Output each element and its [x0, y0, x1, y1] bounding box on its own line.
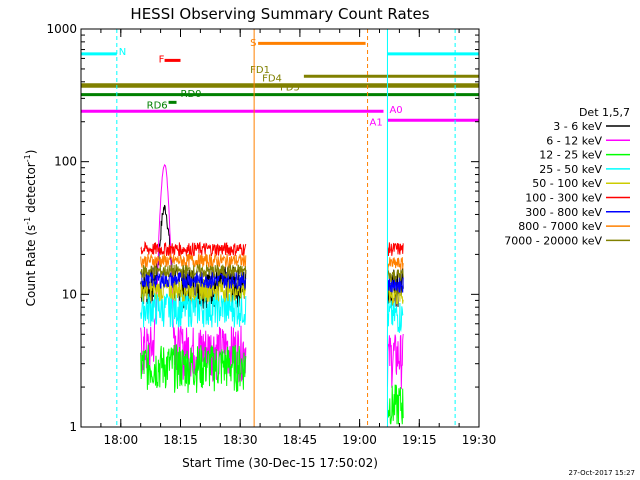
markers-layer: [116, 29, 456, 427]
legend-label: 25 - 50 keV: [539, 163, 602, 176]
x-tick-label: 18:45: [283, 433, 318, 447]
series-line: [387, 242, 404, 257]
x-tick-label: 19:30: [462, 433, 497, 447]
legend-label: 6 - 12 keV: [546, 134, 602, 147]
legend-label: 7000 - 20000 keV: [504, 234, 602, 247]
series-line: [140, 344, 247, 393]
axes-layer: 18:00 18:15 18:30 18:45 19:00 19:15 19:30 1 10 10…: [46, 22, 496, 447]
x-tick-label: 19:15: [402, 433, 437, 447]
flag-label-a0: A0: [389, 105, 402, 116]
legend-label: 100 - 300 keV: [525, 192, 602, 205]
series-line: [387, 275, 404, 294]
legend-label: 800 - 7000 keV: [518, 220, 602, 233]
flag-label-f: F: [159, 54, 165, 65]
series-layer: [140, 163, 404, 425]
series-line: [387, 300, 404, 333]
legend-label: 3 - 6 keV: [553, 120, 602, 133]
legend-label: 50 - 100 keV: [532, 177, 602, 190]
y-tick-label: 1000: [46, 22, 77, 36]
x-tick-label: 19:00: [342, 433, 377, 447]
x-axis-label: Start Time (30-Dec-15 17:50:02): [182, 456, 378, 470]
x-tick-label: 18:15: [163, 433, 198, 447]
series-line: [387, 269, 404, 283]
flag-label-rd6: RD6: [147, 100, 168, 111]
flag-label-rd0: RD0: [181, 89, 202, 100]
footer-date: 27-Oct-2017 15:27: [569, 469, 635, 477]
flag-label-fd4: FD4: [262, 74, 282, 85]
legend-label: 12 - 25 keV: [539, 149, 602, 162]
x-tick-label: 18:00: [104, 433, 139, 447]
series-line: [140, 292, 247, 328]
flag-label-fd1: FD1: [250, 65, 270, 76]
legend-title: Det 1,5,7: [579, 106, 630, 119]
flag-label-s: S: [250, 38, 256, 49]
series-line: [387, 333, 404, 390]
y-tick-label: 10: [62, 287, 77, 301]
legend-label: 300 - 800 keV: [525, 206, 602, 219]
series-line: [140, 263, 247, 280]
y-tick-label: 100: [54, 155, 77, 169]
y-axis-label: Count Rate (s-1 detector-1): [23, 150, 38, 307]
series-line: [140, 241, 247, 257]
series-line: [140, 277, 247, 303]
flag-label-n: N: [119, 47, 126, 58]
x-tick-label: 18:30: [223, 433, 258, 447]
series-line: [387, 257, 404, 271]
series-line: [387, 384, 404, 425]
flag-label-fd5: FD5: [280, 82, 300, 93]
flag-label-a1: A1: [370, 118, 383, 129]
y-tick-label: 1: [69, 420, 77, 434]
chart-title: HESSI Observing Summary Count Rates: [130, 5, 429, 23]
series-line: [140, 270, 247, 291]
